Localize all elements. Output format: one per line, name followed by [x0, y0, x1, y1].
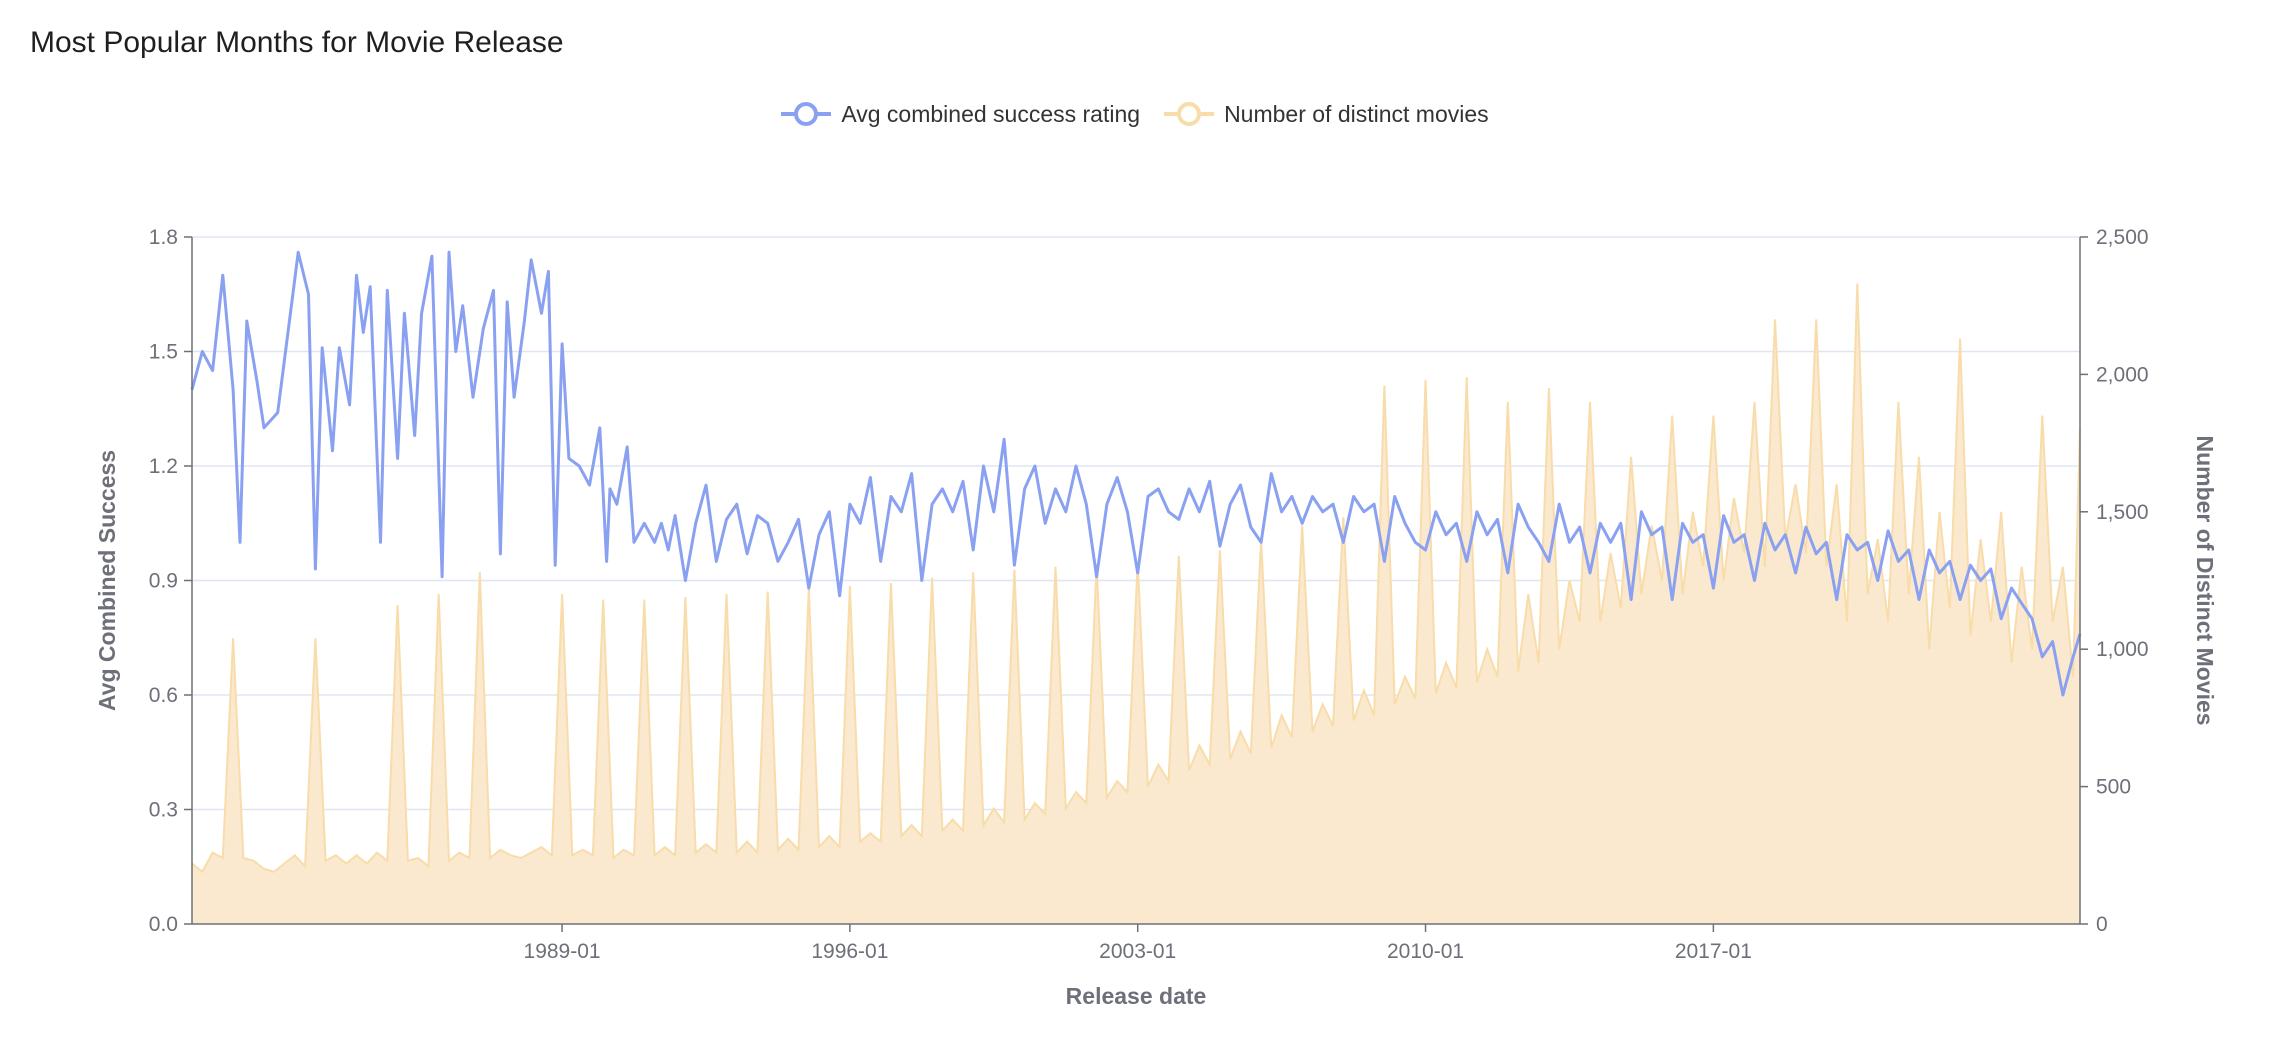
- x-tick-label: 2010-01: [1387, 940, 1464, 963]
- circle-line-icon: [1164, 102, 1215, 126]
- x-tick-label: 1989-01: [524, 940, 601, 963]
- axes: 0.0 0.3 0.6 0.9 1.2 1.5 1.8 0 500 1,000 1,500 2,000…: [149, 226, 2149, 963]
- y2-tick-label: 2,500: [2096, 226, 2149, 249]
- y2-axis-title: Number of Distinct Movies: [2192, 435, 2218, 725]
- y-tick-label: 1.5: [149, 341, 178, 364]
- y2-tick-label: 1,000: [2096, 638, 2149, 661]
- chart-title: Most Popular Months for Movie Release: [30, 26, 564, 59]
- y-tick-label: 1.2: [149, 455, 178, 478]
- x-axis-title: Release date: [1066, 983, 1207, 1009]
- x-tick-label: 2003-01: [1099, 940, 1176, 963]
- legend: Avg combined success rating Number of di…: [0, 100, 2270, 128]
- circle-line-icon: [781, 102, 832, 126]
- movies-series-line: [191, 283, 2081, 874]
- y2-tick-label: 0: [2096, 913, 2108, 936]
- y-tick-label: 0.9: [149, 570, 178, 593]
- legend-label-movies: Number of distinct movies: [1224, 100, 1489, 127]
- success-line: [190, 250, 2082, 697]
- y-axis-title: Avg Combined Success: [94, 450, 120, 711]
- y-tick-label: 0.3: [149, 799, 178, 822]
- x-tick-label: 1996-01: [811, 940, 888, 963]
- legend-item-success[interactable]: Avg combined success rating: [781, 100, 1140, 128]
- success-series-line: [190, 250, 2082, 697]
- y-tick-label: 0.0: [149, 913, 178, 936]
- y2-tick-label: 1,500: [2096, 501, 2149, 524]
- y-tick-label: 0.6: [149, 684, 178, 707]
- legend-label-success: Avg combined success rating: [841, 100, 1141, 127]
- y2-tick-label: 2,000: [2096, 363, 2149, 386]
- y2-tick-label: 500: [2096, 776, 2131, 799]
- legend-item-movies[interactable]: Number of distinct movies: [1164, 100, 1489, 128]
- movies-area: [191, 283, 2081, 924]
- x-tick-label: 2017-01: [1675, 940, 1752, 963]
- y-tick-label: 1.8: [149, 226, 178, 249]
